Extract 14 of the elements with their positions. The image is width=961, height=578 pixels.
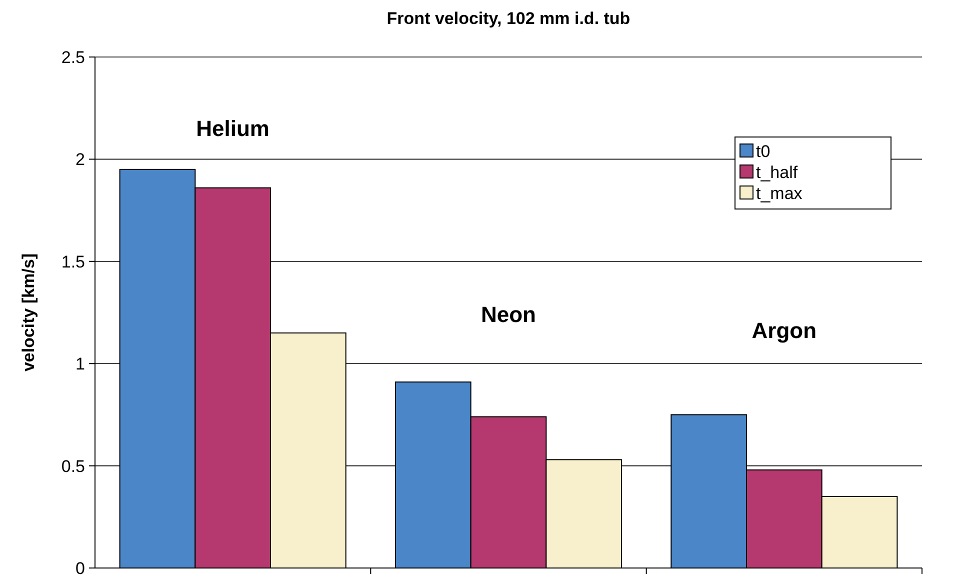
legend-label: t0	[756, 142, 770, 161]
y-axis-title: velocity [km/s]	[19, 253, 38, 372]
y-tick-label: 2	[76, 150, 85, 170]
annotation: Argon	[752, 318, 817, 343]
y-tick-label: 0	[76, 558, 85, 578]
y-tick-label: 1.5	[61, 252, 85, 272]
y-tick-label: 0.5	[61, 456, 85, 476]
y-tick-label: 1	[76, 354, 85, 374]
chart-title: Front velocity, 102 mm i.d. tub	[386, 9, 630, 28]
annotation: Helium	[196, 116, 270, 141]
y-tick-label: 2.5	[61, 48, 85, 67]
annotation: Neon	[481, 302, 536, 327]
legend-label: t_half	[756, 162, 798, 182]
legend-label: t_max	[756, 184, 803, 203]
